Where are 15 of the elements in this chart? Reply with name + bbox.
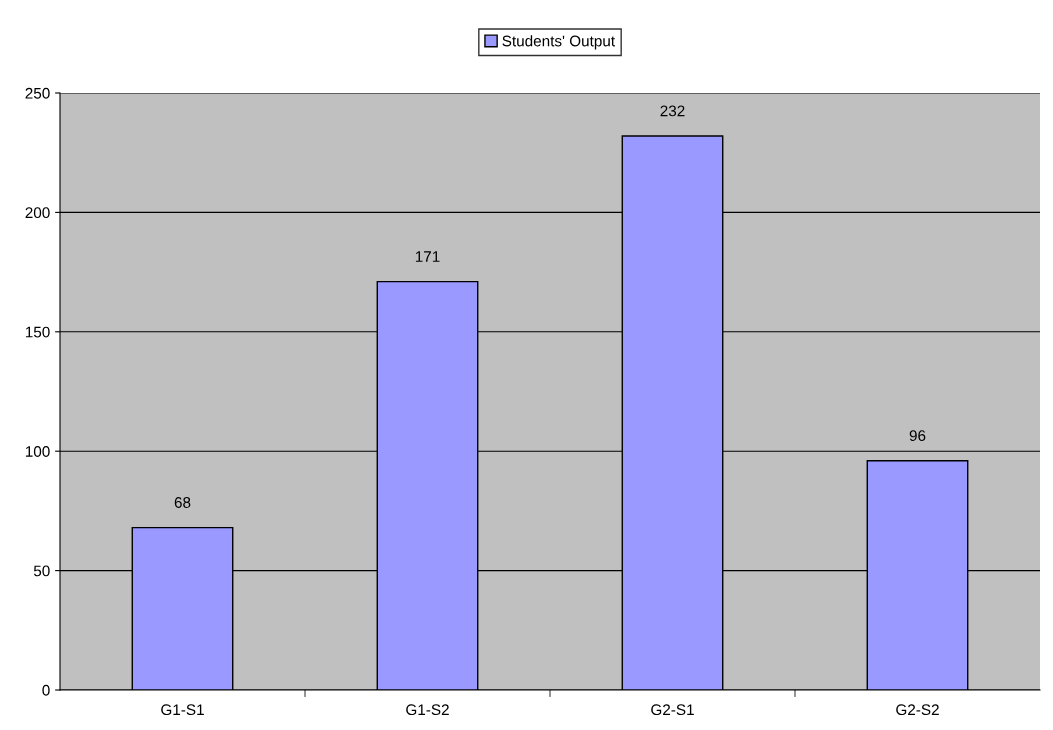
y-tick-label: 250 [25, 87, 50, 99]
x-tick-label: G2-S2 [896, 704, 939, 716]
y-tick-label: 200 [25, 207, 50, 219]
data-label: 232 [660, 105, 685, 117]
y-tick-label: 150 [25, 326, 50, 338]
legend-label: Students' Output [502, 35, 615, 50]
y-tick-label: 50 [33, 565, 50, 577]
y-tick-label: 100 [25, 446, 50, 457]
x-tick-label: G1-S1 [161, 704, 204, 716]
x-tick-label: G1-S2 [406, 704, 449, 716]
x-tick-label: G2-S1 [651, 704, 694, 716]
data-label: 171 [415, 251, 440, 262]
data-label: 68 [174, 497, 191, 508]
y-tick-label: 0 [42, 684, 50, 696]
data-label: 96 [909, 430, 926, 442]
